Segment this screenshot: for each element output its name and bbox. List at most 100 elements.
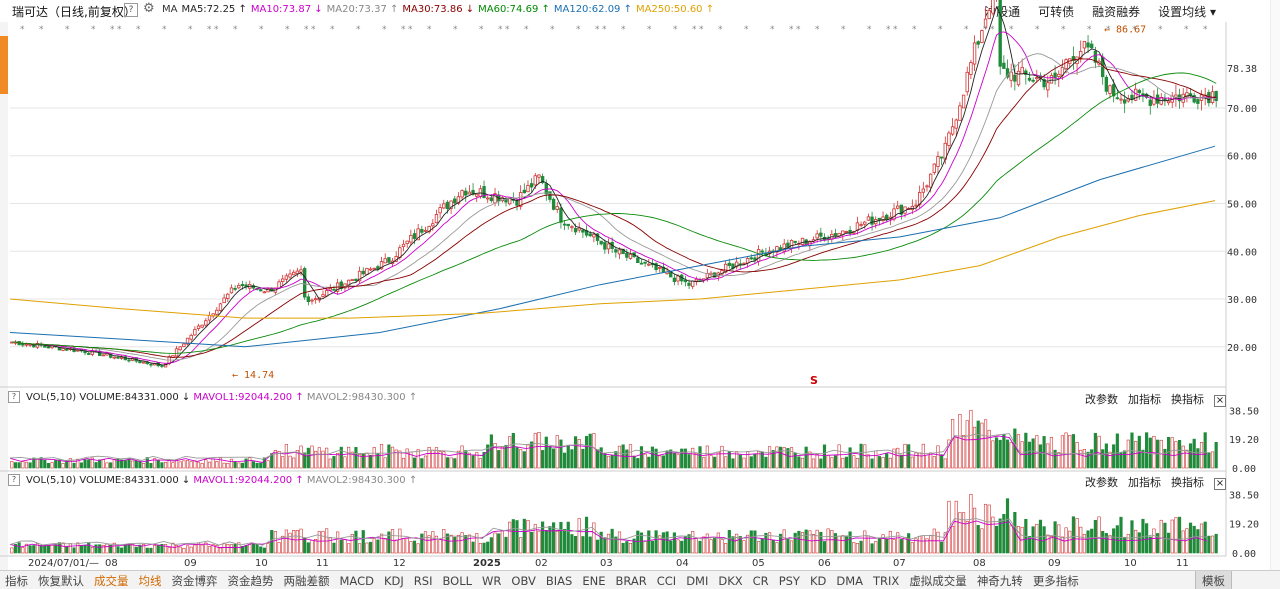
volume-bar bbox=[394, 539, 398, 554]
date-tick: 12 bbox=[393, 558, 406, 569]
indicator-tab[interactable]: 均线 bbox=[138, 574, 162, 588]
volume-bar bbox=[332, 456, 336, 469]
volume-bar bbox=[1192, 438, 1196, 469]
candle-body bbox=[1152, 97, 1156, 105]
volume-bar bbox=[504, 444, 508, 469]
indicator-tab[interactable]: DMI bbox=[686, 574, 709, 588]
indicator-tab[interactable]: KD bbox=[809, 574, 827, 588]
volume-bar bbox=[1112, 528, 1116, 554]
help-icon[interactable]: ? bbox=[124, 3, 138, 17]
volume-bar bbox=[526, 444, 530, 469]
candle-body bbox=[182, 343, 186, 347]
volume-bar bbox=[661, 455, 665, 469]
close-icon[interactable]: × bbox=[1214, 478, 1226, 490]
volume-bar bbox=[724, 456, 728, 469]
indicator-tab[interactable]: ENE bbox=[582, 574, 606, 588]
help-icon[interactable]: ? bbox=[8, 474, 20, 486]
vol-action-button[interactable]: 加指标 bbox=[1128, 393, 1161, 406]
indicator-tab[interactable]: CR bbox=[752, 574, 769, 588]
volume-bar bbox=[266, 460, 270, 469]
left-strip-tab[interactable] bbox=[0, 36, 8, 94]
candle-body bbox=[939, 156, 944, 159]
volume-bar bbox=[647, 456, 651, 469]
volume-bar bbox=[962, 512, 966, 554]
indicator-tab[interactable]: 虚拟成交量 bbox=[909, 574, 967, 588]
candle-body bbox=[185, 337, 190, 345]
indicator-tab[interactable]: PSY bbox=[778, 574, 800, 588]
volume-bar bbox=[281, 535, 285, 554]
indicator-tab[interactable]: 两融差额 bbox=[283, 574, 330, 588]
template-button[interactable]: 模板 bbox=[1195, 571, 1232, 589]
event-marker: * bbox=[214, 25, 219, 35]
vol-action-button[interactable]: 换指标 bbox=[1171, 393, 1204, 406]
candle-body bbox=[654, 263, 658, 270]
indicator-tab[interactable]: CCI bbox=[656, 574, 677, 588]
indicator-tab[interactable]: 资金博弈 bbox=[171, 574, 218, 588]
vol-action-button[interactable]: 改参数 bbox=[1085, 476, 1118, 489]
volume-bar bbox=[804, 446, 808, 469]
price-chart[interactable]: 78.38 70.00 60.00 50.00 40.00 30.00 20.00 ← 86.… bbox=[0, 0, 1270, 560]
gear-icon[interactable]: ⚙ bbox=[143, 1, 155, 16]
volume-bar bbox=[592, 433, 596, 469]
candle-body bbox=[321, 294, 325, 297]
indicator-tab[interactable]: 资金趋势 bbox=[227, 574, 274, 588]
volume-bar bbox=[757, 451, 761, 469]
volume-bar bbox=[1210, 451, 1215, 469]
close-icon[interactable]: × bbox=[1214, 395, 1226, 407]
candle-body bbox=[756, 249, 761, 262]
indicator-tab[interactable]: DMA bbox=[836, 574, 864, 588]
indicator-tab[interactable]: BRAR bbox=[615, 574, 647, 588]
vol-action-button[interactable]: 改参数 bbox=[1085, 393, 1118, 406]
indicator-tab[interactable]: MACD bbox=[339, 574, 374, 588]
indicator-tab[interactable]: 指标 bbox=[5, 574, 28, 588]
indicator-tab[interactable]: BIAS bbox=[545, 574, 573, 588]
indicator-tab[interactable]: 更多指标 bbox=[1032, 574, 1079, 588]
event-marker: * bbox=[602, 25, 607, 35]
indicator-tab[interactable]: DKX bbox=[718, 574, 743, 588]
volume-bar bbox=[907, 533, 911, 554]
volume-bar bbox=[379, 533, 384, 554]
volume-bar bbox=[1060, 536, 1065, 554]
indicator-tab[interactable]: OBV bbox=[511, 574, 536, 588]
volume-bar bbox=[156, 459, 160, 469]
volume-bar bbox=[379, 444, 384, 469]
vol-action-button[interactable]: 换指标 bbox=[1171, 476, 1204, 489]
indicator-tab[interactable]: BOLL bbox=[442, 574, 473, 588]
vol-action-button[interactable]: 加指标 bbox=[1128, 476, 1161, 489]
volume-bar bbox=[800, 457, 805, 469]
candle-body bbox=[207, 314, 212, 321]
volume-bar bbox=[431, 531, 435, 554]
event-marker: * bbox=[207, 25, 212, 35]
indicator-tab[interactable]: RSI bbox=[413, 574, 433, 588]
candle-body bbox=[1013, 74, 1017, 82]
volume-tick-label: 0.00 bbox=[1232, 464, 1256, 475]
volume-bar bbox=[226, 463, 230, 469]
indicator-tab[interactable]: TRIX bbox=[873, 574, 900, 588]
volume-bar bbox=[1199, 523, 1204, 554]
candle-body bbox=[259, 289, 263, 292]
top-menu-item[interactable]: 可转债 bbox=[1038, 5, 1075, 19]
indicator-tab[interactable]: KDJ bbox=[383, 574, 404, 588]
indicator-tab[interactable]: WR bbox=[482, 574, 502, 588]
indicator-tab[interactable]: 成交量 bbox=[94, 574, 129, 588]
volume-bar bbox=[742, 540, 746, 554]
candle-body bbox=[218, 303, 223, 311]
volume-bar bbox=[969, 409, 973, 469]
volume-bar bbox=[1013, 428, 1017, 469]
volume-bar bbox=[775, 542, 779, 554]
volume-bar bbox=[65, 546, 69, 554]
help-icon[interactable]: ? bbox=[8, 391, 20, 403]
volume-bar bbox=[921, 535, 925, 554]
volume-bar bbox=[24, 543, 29, 554]
top-menu-item[interactable]: 融资融券 bbox=[1092, 5, 1141, 19]
volume-bar bbox=[793, 532, 797, 554]
top-menu-item[interactable]: 设置均线 ▾ bbox=[1158, 5, 1216, 19]
volume-bar bbox=[654, 448, 658, 469]
ma-line-5 bbox=[11, 5, 1217, 366]
volume-bar bbox=[1207, 452, 1211, 469]
indicator-tab[interactable]: 恢复默认 bbox=[38, 574, 84, 588]
volume-bar bbox=[515, 447, 519, 469]
volume-bar bbox=[811, 534, 816, 554]
candle-body bbox=[178, 346, 182, 351]
indicator-tab[interactable]: 神奇九转 bbox=[976, 574, 1023, 588]
